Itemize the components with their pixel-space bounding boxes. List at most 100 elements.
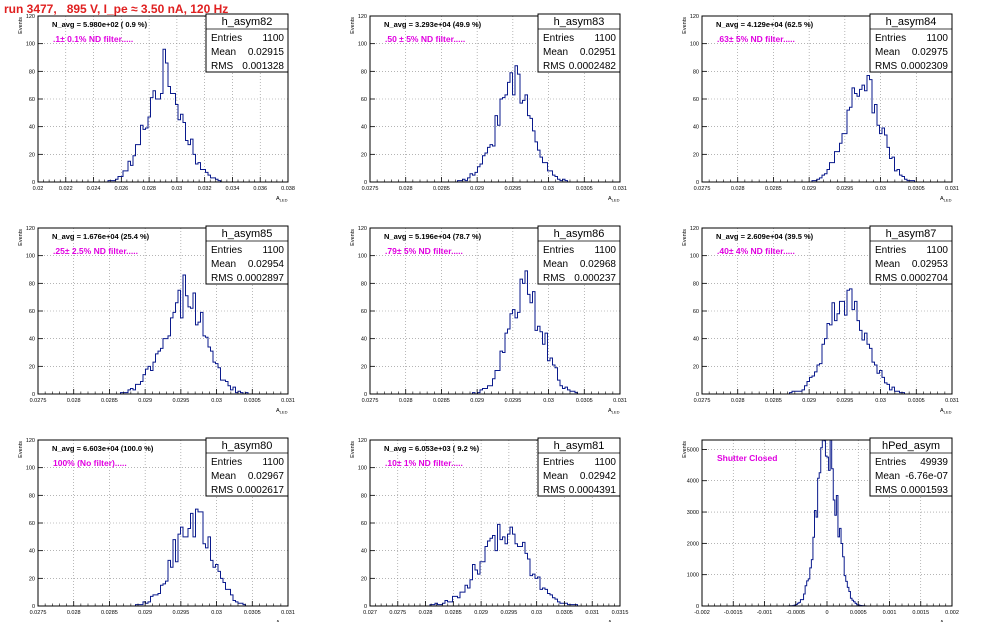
stats-key-entries: Entries [211, 33, 242, 44]
x-tick-label: 0.031 [945, 398, 959, 404]
y-tick-label: 100 [358, 254, 367, 260]
stats-key-entries: Entries [543, 33, 574, 44]
x-tick-label: 0.03 [211, 610, 222, 616]
stats-value-rms: 0.0002704 [901, 273, 949, 284]
x-tick-label: 0.0305 [908, 398, 925, 404]
x-tick-label: 0 [825, 610, 828, 616]
x-tick-label: 0.029 [802, 398, 816, 404]
navg-label: N_avg = 1.676e+04 (25.4 %) [52, 232, 150, 241]
y-tick-label: 0 [364, 392, 367, 398]
y-tick-label: 120 [26, 438, 35, 444]
x-tick-label: 0.0285 [765, 186, 782, 192]
x-tick-label: 0.0285 [765, 398, 782, 404]
stats-key-mean: Mean [875, 47, 900, 58]
stats-value-entries: 1100 [262, 33, 284, 44]
y-tick-label: 2000 [687, 541, 699, 547]
y-tick-label: 60 [361, 309, 367, 315]
x-tick-label: 0.0295 [504, 186, 521, 192]
histogram-series [370, 523, 620, 607]
x-tick-label: 0.031 [281, 398, 295, 404]
navg-label: N_avg = 5.980e+02 ( 0.9 %) [52, 20, 148, 29]
stats-key-rms: RMS [543, 485, 566, 496]
y-axis-label: Events [682, 17, 688, 34]
x-tick-label: 0.0305 [576, 186, 593, 192]
stats-key-entries: Entries [875, 457, 906, 468]
stats-value-entries: 1100 [594, 245, 616, 256]
stats-key-entries: Entries [211, 457, 242, 468]
x-axis-label: ALED [276, 408, 288, 415]
stats-box [869, 13, 953, 73]
y-tick-label: 60 [29, 97, 35, 103]
y-axis-label: Events [350, 17, 356, 34]
histogram-panel: 0.027 0.0275 0.028 0.0285 0.029 0.0295 0.03 0.0… [350, 437, 628, 622]
x-tick-label: 0.03 [543, 398, 554, 404]
filter-label: .79± 5% ND filter..... [385, 246, 463, 256]
x-tick-label: 0.0305 [244, 398, 261, 404]
stats-key-mean: Mean [543, 471, 568, 482]
histogram-name: h_asym81 [554, 440, 605, 452]
x-tick-label: 0.0275 [30, 610, 47, 616]
stats-box [205, 13, 289, 73]
y-tick-label: 3000 [687, 510, 699, 516]
y-tick-label: 80 [29, 69, 35, 75]
y-axis-label: Events [682, 441, 688, 458]
navg-label: N_avg = 3.293e+04 (49.9 %) [384, 20, 482, 29]
x-tick-label: 0.0005 [850, 610, 867, 616]
stats-key-rms: RMS [875, 273, 898, 284]
x-tick-label: 0.031 [945, 186, 959, 192]
x-tick-label: 0.0285 [445, 610, 462, 616]
y-tick-label: 80 [361, 281, 367, 287]
x-tick-label: 0.038 [281, 186, 295, 192]
histogram-panel: 0.0275 0.028 0.0285 0.029 0.0295 0.03 0.0305 0.… [682, 13, 959, 203]
stats-key-rms: RMS [211, 485, 234, 496]
x-tick-label: -0.002 [694, 610, 710, 616]
x-tick-label: 0.029 [138, 398, 152, 404]
x-tick-label: 0.001 [883, 610, 897, 616]
y-tick-label: 20 [29, 152, 35, 158]
page-title: run 3477, 895 V, I_pe ≈ 3.50 nA, 120 Hz [4, 2, 229, 16]
y-tick-label: 80 [361, 493, 367, 499]
x-tick-label: 0.03 [172, 186, 183, 192]
y-tick-label: 0 [32, 392, 35, 398]
stats-box [205, 225, 289, 285]
y-tick-label: 0 [696, 180, 699, 186]
x-tick-label: 0.0275 [30, 398, 47, 404]
x-tick-label: 0.026 [114, 186, 128, 192]
x-tick-label: 0.029 [470, 398, 484, 404]
stats-value-mean: -6.76e-07 [905, 471, 948, 482]
x-tick-label: 0.036 [253, 186, 267, 192]
y-tick-label: 20 [29, 576, 35, 582]
histogram-series [370, 270, 620, 395]
filter-label: 100% (No filter)..... [53, 458, 127, 468]
x-axis-label-subscript: LED [612, 198, 620, 203]
y-tick-label: 40 [693, 337, 699, 343]
histogram-panel: 0.0275 0.028 0.0285 0.029 0.0295 0.03 0.0305 0.… [350, 225, 627, 415]
x-tick-label: -0.001 [757, 610, 773, 616]
stats-box [869, 225, 953, 285]
histogram-panel: 0.0275 0.028 0.0285 0.029 0.0295 0.03 0.0305 0.… [18, 225, 295, 415]
x-tick-label: 0.03 [875, 398, 886, 404]
x-tick-label: 0.0285 [101, 398, 118, 404]
x-tick-label: 0.028 [731, 398, 745, 404]
x-tick-label: 0.03 [543, 186, 554, 192]
y-tick-label: 20 [693, 152, 699, 158]
stats-value-entries: 1100 [262, 245, 284, 256]
histogram-name: h_asym87 [886, 228, 937, 240]
y-tick-label: 0 [364, 604, 367, 610]
histogram-name: h_asym85 [222, 228, 273, 240]
x-tick-label: 0.028 [67, 398, 81, 404]
x-tick-label: 0.0295 [500, 610, 517, 616]
x-tick-label: 0.028 [731, 186, 745, 192]
y-tick-label: 80 [693, 281, 699, 287]
histogram-series [38, 508, 288, 607]
stats-key-mean: Mean [543, 259, 568, 270]
stats-key-mean: Mean [875, 471, 900, 482]
histogram-panel: 0.0275 0.028 0.0285 0.029 0.0295 0.03 0.0305 0.… [682, 225, 959, 415]
y-tick-label: 4000 [687, 479, 699, 485]
histogram-series [702, 74, 952, 183]
y-axis-label: Events [18, 17, 24, 34]
stats-value-entries: 1100 [594, 457, 616, 468]
navg-label: N_avg = 2.609e+04 (39.5 %) [716, 232, 814, 241]
y-tick-label: 60 [693, 309, 699, 315]
y-tick-label: 120 [26, 14, 35, 20]
